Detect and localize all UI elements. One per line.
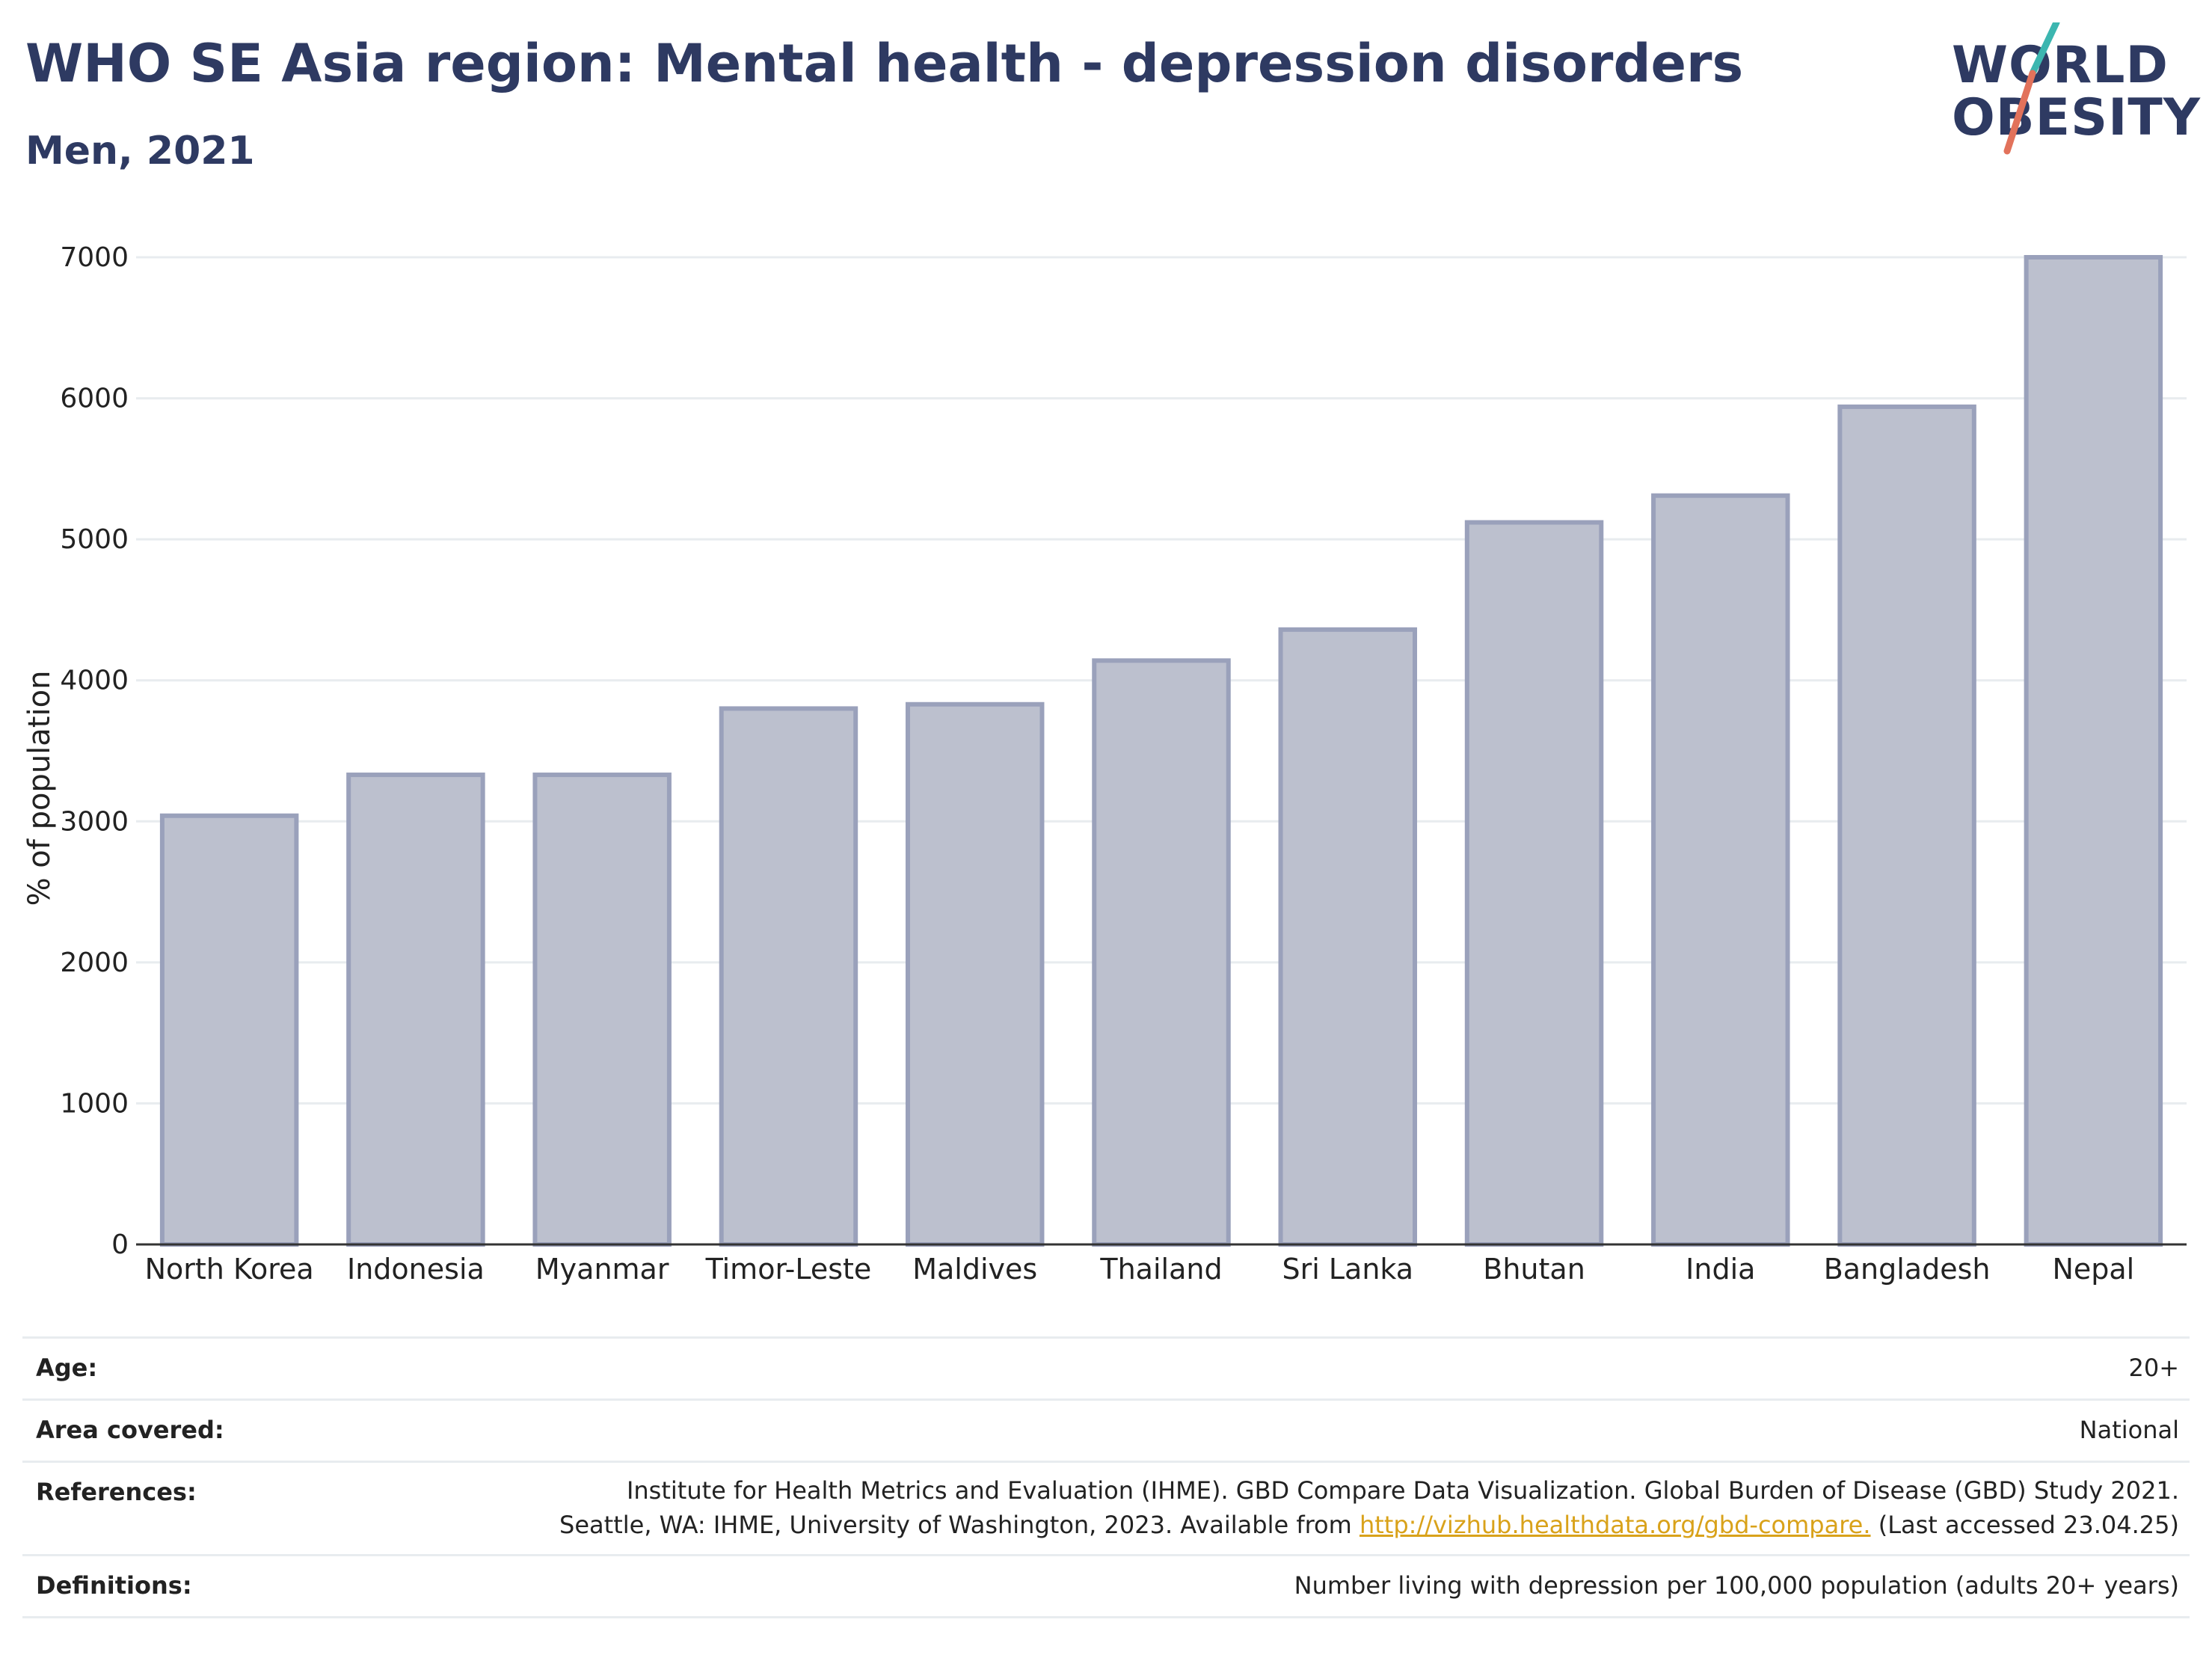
y-tick-label: 0 [111, 1229, 129, 1260]
logo-text-obesity: OBESITY [1952, 88, 2201, 147]
y-tick-label: 2000 [60, 948, 129, 978]
logo-slash-icon [2003, 22, 2060, 155]
bars [159, 255, 2163, 1247]
bar-timor-leste [719, 706, 858, 1247]
x-tick-label: Nepal [2052, 1253, 2134, 1286]
x-tick-label: Myanmar [535, 1253, 669, 1286]
definitions-value: Number living with depression per 100,00… [1294, 1571, 2179, 1600]
meta-row-references: References: Institute for Health Metrics… [22, 1463, 2190, 1556]
y-tick-label: 6000 [60, 384, 129, 414]
area-value: National [2079, 1416, 2179, 1444]
meta-row-age: Age: 20+ [22, 1339, 2190, 1401]
x-tick-label: Bangladesh [1824, 1253, 1991, 1286]
x-axis-labels: North Korea Indonesia Myanmar Timor-Leste Ma… [145, 1253, 2135, 1286]
x-tick-label: Timor-Leste [705, 1253, 872, 1286]
logo-text-world: WORLD [1952, 36, 2169, 95]
x-tick-label: India [1686, 1253, 1755, 1286]
metadata-table: Age: 20+ Area covered: National Referenc… [22, 1336, 2190, 1618]
references-link[interactable]: http://vizhub.healthdata.org/gbd-compare… [1359, 1511, 1871, 1539]
bar-myanmar [532, 773, 672, 1247]
definitions-label: Definitions: [36, 1571, 192, 1600]
y-tick-label: 4000 [60, 666, 129, 696]
bar-north-korea [159, 813, 299, 1247]
y-tick-label: 3000 [60, 806, 129, 837]
x-tick-label: Sri Lanka [1282, 1253, 1413, 1286]
bar-bangladesh [1837, 404, 1976, 1247]
bar-bhutan [1464, 520, 1604, 1247]
y-axis-ticks: 0 1000 2000 3000 4000 5000 6000 7000 [60, 242, 129, 1260]
x-tick-label: Indonesia [347, 1253, 485, 1286]
references-line-1: Institute for Health Metrics and Evaluat… [626, 1476, 2179, 1505]
references-line-2: Seattle, WA: IHME, University of Washing… [559, 1508, 2179, 1542]
bar-sri-lanka [1278, 627, 1418, 1247]
world-obesity-logo: WORLD OBESITY [1944, 22, 2200, 165]
meta-row-area: Area covered: National [22, 1401, 2190, 1463]
y-axis-label: % of population [22, 671, 57, 906]
age-value: 20+ [2128, 1354, 2179, 1382]
bar-maldives [905, 701, 1045, 1247]
references-label: References: [36, 1478, 197, 1506]
bar-nepal [2024, 255, 2163, 1247]
x-tick-label: North Korea [145, 1253, 314, 1286]
y-tick-label: 5000 [60, 524, 129, 555]
bar-thailand [1092, 658, 1231, 1247]
x-tick-label: Bhutan [1483, 1253, 1585, 1286]
chart-subtitle: Men, 2021 [25, 129, 255, 174]
bar-indonesia [346, 773, 485, 1247]
x-tick-label: Maldives [912, 1253, 1037, 1286]
references-line-2-text: Seattle, WA: IHME, University of Washing… [559, 1511, 1360, 1539]
bar-india [1651, 493, 1790, 1247]
y-tick-label: 1000 [60, 1088, 129, 1119]
x-tick-label: Thailand [1099, 1253, 1222, 1286]
references-value: Institute for Health Metrics and Evaluat… [559, 1473, 2179, 1542]
references-accessed: (Last accessed 23.04.25) [1870, 1511, 2179, 1539]
bar-chart: 0 1000 2000 3000 4000 5000 6000 7000 North Kore… [22, 242, 2187, 1286]
area-label: Area covered: [36, 1416, 224, 1444]
meta-row-definitions: Definitions: Number living with depressi… [22, 1556, 2190, 1618]
y-tick-label: 7000 [60, 242, 129, 273]
chart-title: WHO SE Asia region: Mental health - depr… [25, 33, 1744, 94]
age-label: Age: [36, 1354, 98, 1382]
